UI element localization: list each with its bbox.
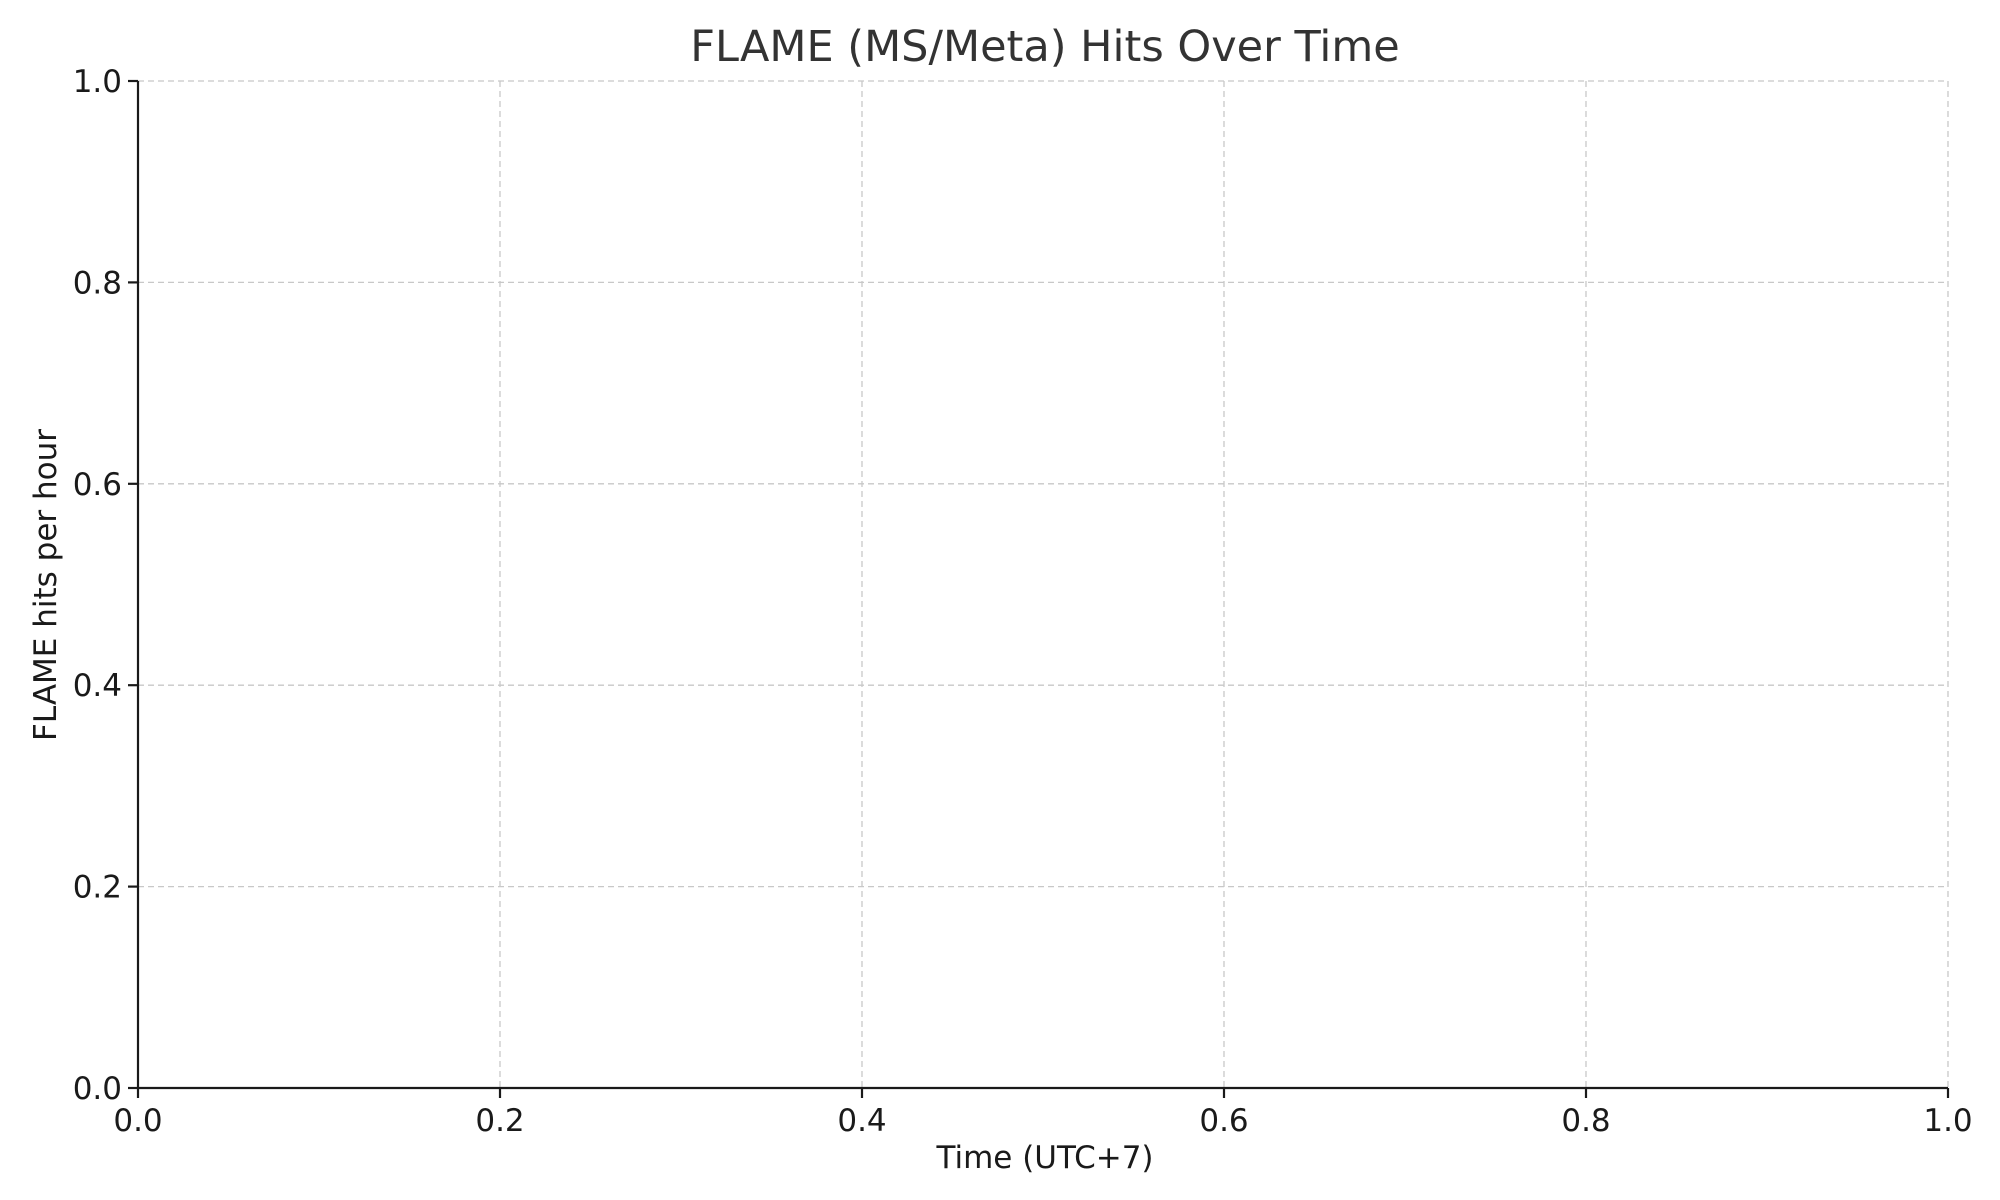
y-tick-label: 0.0 — [73, 1071, 122, 1107]
tick-marks — [128, 79, 1950, 1098]
y-tick-label: 0.2 — [73, 870, 122, 906]
x-tick-label: 0.2 — [475, 1103, 524, 1139]
x-tick-label: 0.0 — [113, 1103, 162, 1139]
grid-layer — [137, 80, 1949, 1089]
y-axis-label: FLAME hits per hour — [28, 429, 64, 741]
y-tick-label: 0.4 — [73, 668, 122, 704]
y-tick-label: 0.6 — [73, 467, 122, 503]
chart-title: FLAME (MS/Meta) Hits Over Time — [690, 22, 1399, 72]
axis-spines — [136, 81, 1948, 1090]
x-tick-label: 0.4 — [837, 1103, 886, 1139]
y-tick-label: 1.0 — [73, 64, 122, 100]
y-tick-label: 0.8 — [73, 265, 122, 301]
x-tick-label: 0.6 — [1199, 1103, 1248, 1139]
x-tick-label: 0.8 — [1561, 1103, 1610, 1139]
x-axis-label: Time (UTC+7) — [935, 1140, 1153, 1176]
x-tick-label: 1.0 — [1923, 1103, 1972, 1139]
